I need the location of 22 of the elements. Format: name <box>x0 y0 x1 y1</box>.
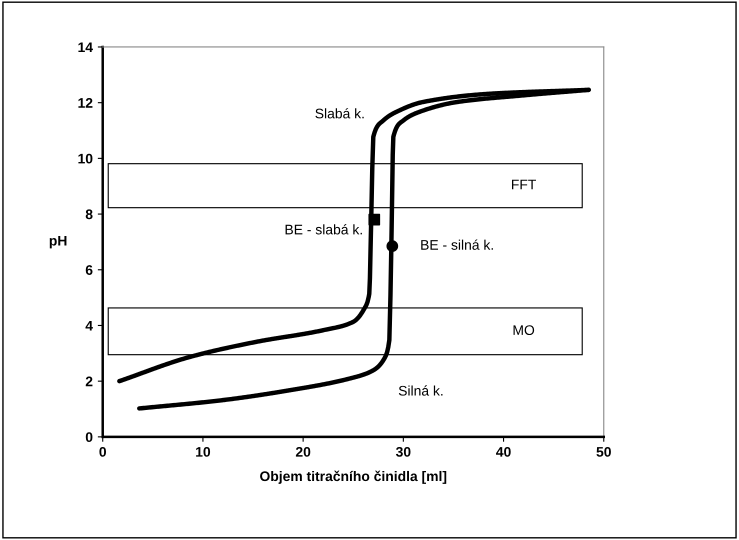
y-tick-label: 6 <box>86 265 92 275</box>
series-label: Slabá k. <box>315 108 364 118</box>
y-tick-label: 2 <box>86 376 92 386</box>
y-tick-label: 14 <box>78 42 93 52</box>
x-tick-label: 30 <box>396 446 410 457</box>
y-tick-label: 8 <box>86 209 93 220</box>
band-label: MO <box>514 325 534 336</box>
y-tick-label: 4 <box>85 320 93 330</box>
x-tick-label: 50 <box>596 446 611 457</box>
x-tick-label: 20 <box>296 446 310 457</box>
band-label: FFT <box>512 180 536 190</box>
x-axis-title: Objem titračního činidla [ml] <box>260 470 446 484</box>
y-tick-label: 12 <box>78 98 92 108</box>
x-tick-label: 0 <box>99 446 106 457</box>
series-label: BE - silná k. <box>421 239 493 250</box>
y-axis-title: pH <box>50 236 66 248</box>
x-tick-label: 10 <box>196 446 210 457</box>
y-tick-label: 10 <box>78 154 92 164</box>
series-label: BE - slabá k. <box>286 224 362 234</box>
y-tick-label: 0 <box>86 432 92 442</box>
series-label: Silná k. <box>398 385 442 396</box>
x-tick-label: 40 <box>496 446 511 457</box>
